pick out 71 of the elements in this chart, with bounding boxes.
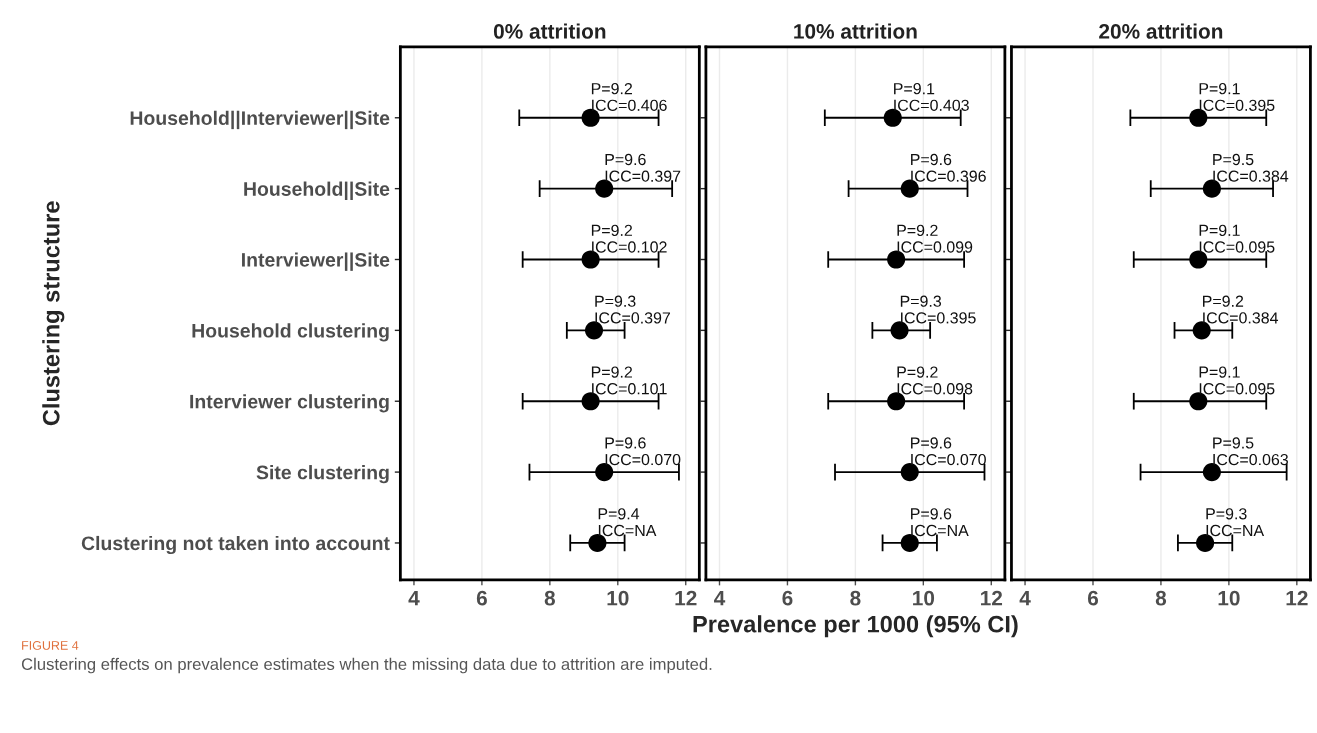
- annotation: P=9.1: [1199, 366, 1240, 378]
- x-tick-label: 8: [850, 590, 861, 606]
- x-tick-label: 4: [408, 590, 420, 606]
- y-tick-label: Clustering not taken into account: [81, 535, 390, 555]
- annotation: ICC=0.098: [897, 383, 973, 395]
- annotation: P=9.2: [897, 366, 938, 378]
- annotation: ICC=0.101: [592, 383, 667, 395]
- annotation: P=9.2: [591, 366, 632, 378]
- annotation: P=9.6: [605, 153, 646, 166]
- annotation: P=9.1: [894, 82, 935, 95]
- x-tick-label: 4: [714, 590, 726, 606]
- annotation: ICC=0.384: [1203, 312, 1279, 324]
- x-tick-label: 4: [1019, 590, 1031, 606]
- annotation: ICC=0.395: [901, 312, 976, 324]
- annotation: P=9.6: [911, 153, 952, 166]
- y-tick-label: Household||Site: [244, 181, 390, 200]
- annotation: P=9.5: [1213, 437, 1254, 449]
- y-tick-label: Household||Interviewer||Site: [130, 110, 390, 130]
- annotation: ICC=0.395: [1199, 99, 1275, 111]
- annotation: ICC=0.099: [897, 241, 973, 253]
- chart-title: 0% attrition: [493, 23, 606, 39]
- y-tick-label: Site clustering: [256, 465, 389, 484]
- annotation: P=9.2: [591, 224, 632, 237]
- y-tick-label: Interviewer||Site: [242, 252, 390, 271]
- annotation: ICC=0.384: [1213, 170, 1289, 182]
- annotation: P=9.6: [911, 437, 952, 449]
- annotation: P=9.2: [591, 82, 632, 95]
- y-tick-label: Household clustering: [192, 323, 389, 342]
- x-tick-label: 12: [675, 590, 697, 606]
- text: Clustering effects on prevalence estimates when the missing data due to attrition are imputed.: [21, 657, 712, 674]
- x-tick-label: 6: [1087, 590, 1099, 606]
- annotation: P=9.6: [911, 508, 952, 520]
- x-tick-label: 10: [1218, 590, 1240, 606]
- annotation: ICC=0.063: [1213, 453, 1288, 466]
- annotation: ICC=0.397: [605, 170, 681, 182]
- annotation: ICC=0.406: [592, 99, 667, 111]
- x-tick-label: 12: [981, 590, 1003, 606]
- chart-title: 10% attrition: [794, 23, 917, 39]
- annotation: ICC=NA: [598, 524, 657, 537]
- x-axis-title: Prevalence per 1000 (95% CI): [693, 615, 1018, 638]
- x-tick-label: 6: [476, 590, 487, 606]
- annotation: P=9.2: [1203, 295, 1244, 307]
- caption: FIGURE 4: [22, 641, 79, 650]
- annotation: ICC=0.403: [894, 99, 969, 111]
- y-axis-title: Clustering structure: [42, 201, 65, 426]
- x-tick-label: 8: [544, 590, 555, 606]
- annotation: P=9.1: [1199, 224, 1240, 237]
- annotation: ICC=0.396: [911, 170, 986, 182]
- y-tick-label: Interviewer clustering: [190, 394, 389, 413]
- annotation: ICC=NA: [911, 524, 969, 537]
- annotation: ICC=0.070: [911, 453, 986, 466]
- x-tick-label: 8: [1155, 590, 1167, 606]
- annotation: ICC=0.102: [592, 241, 667, 253]
- annotation: P=9.2: [897, 224, 938, 237]
- annotation: ICC=0.397: [595, 312, 671, 324]
- annotation: P=9.3: [595, 295, 636, 307]
- annotation: P=9.1: [1199, 82, 1240, 95]
- annotation: P=9.5: [1213, 153, 1254, 166]
- x-tick-label: 10: [607, 590, 629, 606]
- annotation: ICC=NA: [1206, 524, 1265, 537]
- annotation: ICC=0.095: [1199, 383, 1275, 395]
- annotation: P=9.3: [900, 295, 942, 307]
- x-tick-label: 12: [1286, 590, 1308, 606]
- annotation: P=9.3: [1206, 508, 1247, 520]
- annotation: ICC=0.095: [1199, 241, 1275, 253]
- annotation: ICC=0.070: [605, 453, 681, 466]
- x-tick-label: 6: [782, 590, 793, 606]
- annotation: P=9.4: [598, 508, 640, 520]
- x-tick-label: 10: [913, 590, 935, 606]
- annotation: P=9.6: [605, 437, 646, 449]
- chart-title: 20% attrition: [1099, 23, 1223, 39]
